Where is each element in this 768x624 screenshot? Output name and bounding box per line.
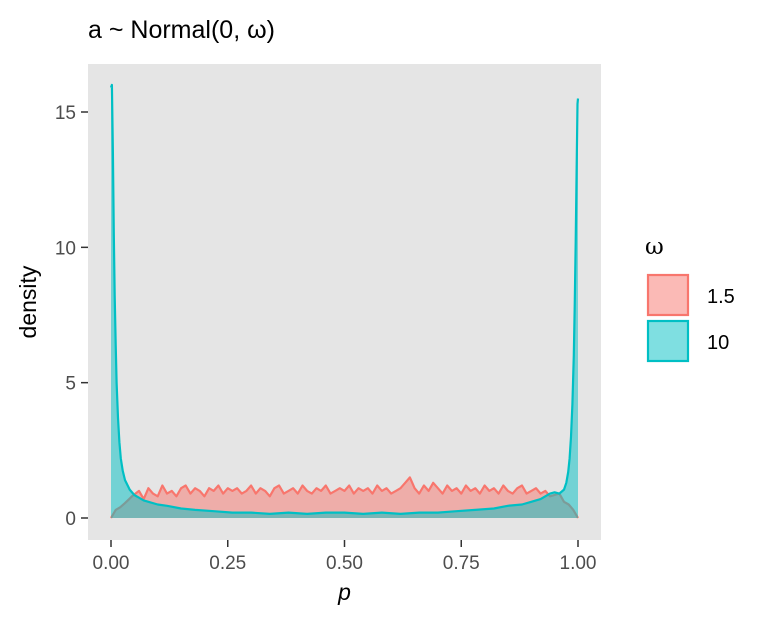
chart-title: a ~ Normal(0, ω) xyxy=(88,16,275,44)
y-tick-label: 15 xyxy=(55,103,76,124)
x-tick-label: 0.75 xyxy=(443,553,480,574)
y-axis-label: density xyxy=(15,265,41,338)
legend-swatch-10 xyxy=(646,319,690,363)
plot-panel xyxy=(88,64,601,540)
density-area-1.5 xyxy=(111,477,578,518)
legend-swatch-1.5 xyxy=(646,273,690,317)
legend-label-10: 10 xyxy=(707,332,729,354)
y-tick-label: 0 xyxy=(65,509,76,530)
legend: ω 1.5 10 xyxy=(645,234,735,363)
y-axis: 0 5 10 15 xyxy=(55,103,88,530)
x-tick-label: 1.00 xyxy=(560,553,597,574)
x-axis: 0.00 0.25 0.50 0.75 1.00 xyxy=(93,540,597,574)
legend-title: ω xyxy=(645,234,664,260)
density-line-1.5 xyxy=(110,476,579,519)
density-areas xyxy=(109,83,580,519)
legend-label-1.5: 1.5 xyxy=(707,286,735,308)
x-axis-label: p xyxy=(337,579,351,605)
density-line-10 xyxy=(109,83,580,515)
y-tick-label: 5 xyxy=(65,374,76,395)
x-tick-label: 0.50 xyxy=(326,553,363,574)
x-tick-label: 0.25 xyxy=(209,553,246,574)
y-tick-label: 10 xyxy=(55,238,76,259)
x-tick-label: 0.00 xyxy=(93,553,130,574)
